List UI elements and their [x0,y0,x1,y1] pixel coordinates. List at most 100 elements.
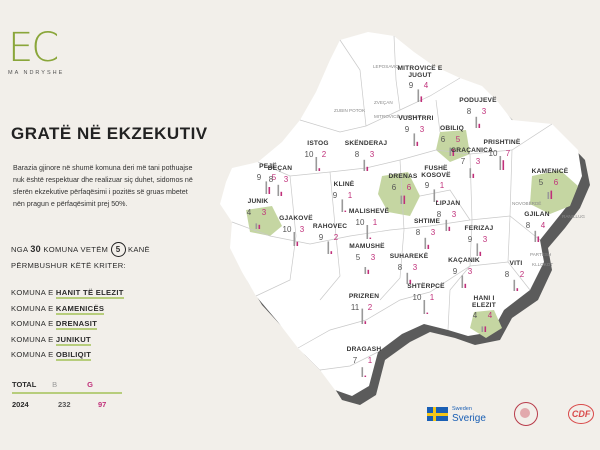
sweden-logo: Sweden Sverige [427,405,486,424]
municipality-marker: SHTIME 8 3 [414,218,440,249]
municipality-marker: FERIZAJ 9 3 [465,225,493,256]
women-count: 3 [431,228,436,237]
women-bar [280,191,283,196]
women-count: 2 [322,150,327,159]
municipality-name: LIPJAN [436,200,461,207]
municipality-name: VUSHTRRI [398,115,433,122]
women-bar [464,283,467,288]
municipality-name: DRAGASH [347,346,382,353]
municipality-name: SHTËRPCË [407,282,445,290]
women-bar [448,226,451,231]
municipality-name: PRIZREN [349,293,379,300]
municipality-name: KAMENICË [532,167,569,175]
men-bar [469,168,472,178]
zubin-potok-label: ZUBIN POTOK [334,108,366,113]
women-bar [268,187,271,194]
women-bar [409,279,412,284]
list-item: KOMUNA E KAMENICËS [11,303,105,315]
women-bar [427,244,430,249]
men-count: 9 [453,267,458,276]
men-count: 10 [413,293,422,302]
totals-table: TOTAL B G 2024 232 97 [12,380,138,409]
men-bar [366,225,369,239]
municipality-name: GRAÇANICA [451,147,493,154]
men-bar [341,199,344,212]
men-count: 6 [441,135,446,144]
men-count: 6 [392,183,397,192]
men-bar [445,219,448,231]
municipality-marker: RAHOVEC 9 2 [313,223,347,254]
women-bar [472,173,475,178]
women-bar [502,160,505,170]
men-count: 9 [425,181,430,190]
men-count: 5 [356,253,361,262]
municipality-name: KAÇANIK [448,257,480,264]
men-count: 10 [283,225,292,234]
women-count: 1 [430,293,435,302]
men-bar [265,181,268,194]
women-count: 2 [368,303,373,312]
women-bar [537,236,540,242]
men-bar [481,326,484,332]
cdf-logo: CDF [567,404,595,424]
men-count: 7 [353,356,358,365]
municipal-borders [231,35,553,371]
men-count: 11 [351,303,360,312]
women-bar [367,269,370,274]
municipality-name: PEJË [259,162,277,170]
men-bar [406,272,409,284]
municipality-marker: LIPJAN 8 3 [436,200,461,231]
men-bar [513,279,516,291]
municipality-marker: KAMENICË 5 6 [532,167,569,199]
municipality-marker: DRENAS 6 6 [388,173,418,204]
municipality-name: SKËNDERAJ [345,139,388,147]
leposaviq-label: LEPOSAVIQ [373,64,399,69]
municipality-marker: SKËNDERAJ 8 3 [345,139,388,171]
municipality-marker: SHTËRPCË 10 1 [407,282,445,314]
women-count: 3 [420,125,425,134]
women-bar [426,312,429,314]
men-bar [361,308,364,324]
men-count: 8 [416,228,421,237]
municipality-name: MALISHEVË [349,207,390,215]
municipality-name: GJAKOVË [279,214,313,222]
women-count: 3 [476,157,481,166]
men-bar [476,243,479,256]
men-bar [361,367,364,377]
women-bar [420,96,423,102]
women-count: 2 [520,270,525,279]
totals-row: 2024 232 97 [12,394,138,409]
men-count: 4 [247,208,252,217]
municipality-name: MITROVICË E JUGUT [397,64,442,79]
women-bar [436,200,439,202]
novoberde-label: NOVOBËRDË [512,200,541,206]
municipality-marker: JUNIK 4 3 [247,198,268,229]
men-count: 9 [468,235,473,244]
municipality-marker: FUSHË KOSOVË 9 1 [421,164,451,202]
municipality-marker: OBILIQ 6 5 [440,125,464,156]
women-count: 3 [483,235,488,244]
list-item: KOMUNA E HANIT TË ELEZIT [11,288,124,299]
sweden-small-text: Sweden [452,406,472,412]
totals-b-value: 232 [58,400,71,409]
men-count: 8 [437,210,442,219]
women-count: 4 [541,221,546,230]
women-count: 1 [368,356,373,365]
sweden-big-text: Sverige [452,413,486,424]
men-count: 8 [505,270,510,279]
women-bar [550,190,553,199]
totals-year: 2024 [12,400,29,409]
women-count: 1 [373,218,378,227]
mitrovice-veriut-label: MITROVICË E VERIUT [374,113,422,119]
ec-logo: EC MA NDRYSHE [8,28,64,76]
women-count: 3 [284,175,289,184]
municipality-marker: PODUJEVË 8 3 [459,96,497,128]
women-count: 1 [348,191,353,200]
municipality-marker: KLINË 9 1 [333,180,355,212]
municipality-marker: SUHAREKË 8 3 [390,252,429,284]
list-item: KOMUNA E DRENASIT [11,319,98,330]
municipality-marker: MAMUSHË 5 3 [349,242,385,274]
men-count: 8 [526,221,531,230]
men-count: 9 [257,173,262,182]
